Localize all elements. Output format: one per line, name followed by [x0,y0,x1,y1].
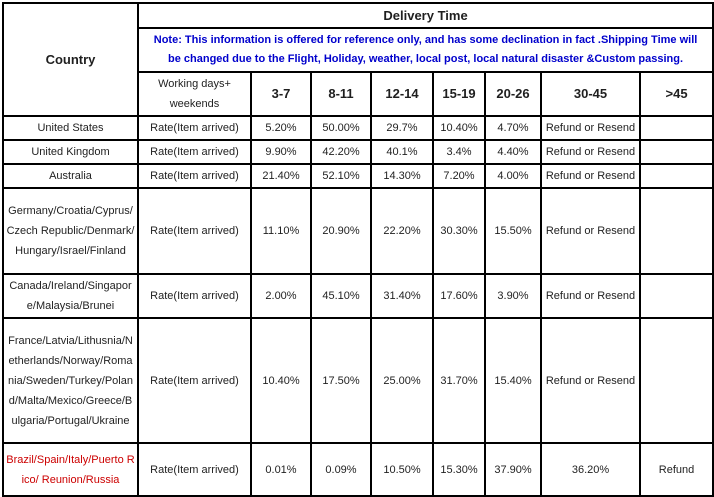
rate-value-cell [638,163,714,189]
rate-value-cell: 21.40% [250,163,312,189]
rate-value-cell: 29.7% [370,115,434,141]
day-range-header-3-7: 3-7 [250,71,312,117]
header-row-day-ranges: Working days+ weekends 3-7 8-11 12-14 15… [3,71,714,117]
rate-value-cell: 0.01% [250,442,312,497]
rate-value-cell: Refund [638,442,714,497]
rate-value-cell: 5.20% [250,115,312,141]
rate-value-cell: 9.90% [250,139,312,165]
rate-value-cell: 15.40% [484,317,542,444]
rate-value-cell: Refund or Resend [540,187,641,275]
rate-value-cell: 52.10% [310,163,372,189]
rate-value-cell [638,139,714,165]
rate-label-cell: Rate(Item arrived) [137,163,252,189]
table-row-canada-group: Canada/Ireland/Singapore/Malaysia/Brunei… [2,273,714,319]
country-cell: Canada/Ireland/Singapore/Malaysia/Brunei [2,273,139,319]
country-cell: France/Latvia/Lithusnia/Netherlands/Norw… [2,317,139,444]
rate-value-cell: 4.00% [484,163,542,189]
rate-label-cell: Rate(Item arrived) [137,187,252,275]
rate-label-cell: Rate(Item arrived) [137,442,252,497]
rate-value-cell: 40.1% [370,139,434,165]
header-row-note: Note: This information is offered for re… [3,27,714,73]
rate-value-cell: 2.00% [250,273,312,319]
rate-value-cell: 15.30% [432,442,486,497]
rate-value-cell: 3.90% [484,273,542,319]
rate-label-cell: Rate(Item arrived) [137,273,252,319]
country-column-header: Country [2,2,139,117]
rate-value-cell: 0.09% [310,442,372,497]
rate-value-cell: 25.00% [370,317,434,444]
rate-value-cell: 20.90% [310,187,372,275]
day-range-header-20-26: 20-26 [484,71,542,117]
rate-value-cell: Refund or Resend [540,163,641,189]
rate-value-cell: 17.50% [310,317,372,444]
country-cell: Germany/Croatia/Cyprus/Czech Republic/De… [2,187,139,275]
table-row-brazil-group: Brazil/Spain/Italy/Puerto Rico/ Reunion/… [2,442,714,497]
table-row-france-group: France/Latvia/Lithusnia/Netherlands/Norw… [2,317,714,444]
disclaimer-note: Note: This information is offered for re… [136,27,714,73]
rate-value-cell: 10.40% [432,115,486,141]
rate-value-cell: 10.50% [370,442,434,497]
rate-label-cell: Rate(Item arrived) [137,317,252,444]
rate-value-cell: 3.4% [432,139,486,165]
rate-value-cell: 37.90% [484,442,542,497]
rate-value-cell: 22.20% [370,187,434,275]
rate-value-cell: Refund or Resend [540,317,641,444]
rate-value-cell: 36.20% [540,442,641,497]
rate-value-cell: 4.70% [484,115,542,141]
delivery-time-header: Delivery Time [136,2,714,29]
rate-value-cell: 31.40% [370,273,434,319]
rate-value-cell [638,187,714,275]
rate-value-cell: Refund or Resend [540,139,641,165]
rate-value-cell: 30.30% [432,187,486,275]
rate-value-cell: 31.70% [432,317,486,444]
rate-value-cell: 45.10% [310,273,372,319]
rate-value-cell: Refund or Resend [540,273,641,319]
day-range-header-15-19: 15-19 [432,71,486,117]
rate-value-cell: 7.20% [432,163,486,189]
day-range-header-12-14: 12-14 [370,71,434,117]
rate-label-cell: Rate(Item arrived) [137,139,252,165]
rate-value-cell: 10.40% [250,317,312,444]
day-range-header-gt45: >45 [638,71,714,117]
rate-value-cell [638,317,714,444]
rate-label-cell: Rate(Item arrived) [137,115,252,141]
table-row-germany-group: Germany/Croatia/Cyprus/Czech Republic/De… [2,187,714,275]
day-range-header-8-11: 8-11 [310,71,372,117]
rate-value-cell [638,115,714,141]
rate-value-cell: 17.60% [432,273,486,319]
rate-value-cell: 11.10% [250,187,312,275]
rate-value-cell [638,273,714,319]
country-cell: United States [2,115,139,141]
table-row-united-kingdom: United Kingdom Rate(Item arrived) 9.90% … [2,139,714,165]
table-row-australia: Australia Rate(Item arrived) 21.40% 52.1… [2,163,714,189]
country-cell: United Kingdom [2,139,139,165]
table-row-united-states: United States Rate(Item arrived) 5.20% 5… [2,115,714,141]
rate-value-cell: Refund or Resend [540,115,641,141]
working-days-header: Working days+ weekends [137,71,252,117]
country-cell: Australia [2,163,139,189]
rate-value-cell: 50.00% [310,115,372,141]
header-row-title: Country Delivery Time [2,2,714,117]
rate-value-cell: 4.40% [484,139,542,165]
rate-value-cell: 15.50% [484,187,542,275]
rate-value-cell: 42.20% [310,139,372,165]
country-cell: Brazil/Spain/Italy/Puerto Rico/ Reunion/… [2,442,139,497]
rate-value-cell: 14.30% [370,163,434,189]
day-range-header-30-45: 30-45 [540,71,641,117]
